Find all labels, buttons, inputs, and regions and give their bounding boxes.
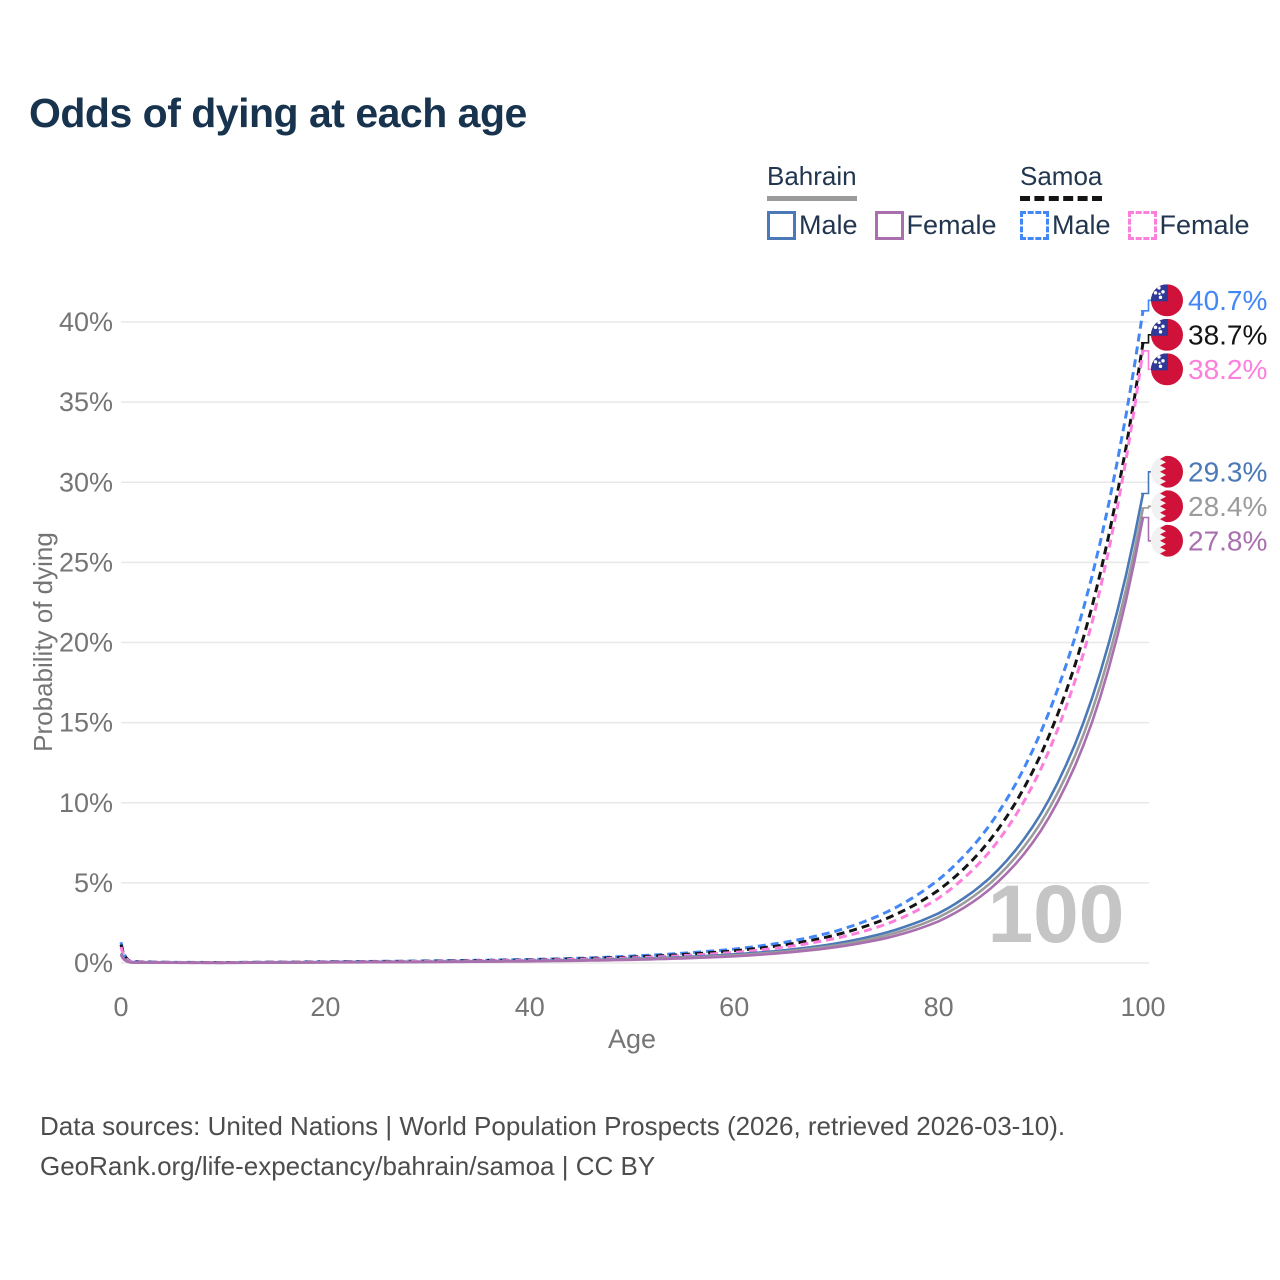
series-line-samoa-male[interactable]: [119, 310, 1145, 964]
end-label-value: 27.8%: [1188, 525, 1267, 556]
bahrain-flag-icon: [1151, 455, 1183, 488]
end-label-samoa-total[interactable]: 38.7%: [1141, 318, 1267, 351]
end-label-value: 38.2%: [1188, 354, 1267, 385]
end-label-bahrain-male[interactable]: 29.3%: [1141, 455, 1267, 495]
x-tick-label: 80: [924, 992, 954, 1022]
end-label-bahrain-female[interactable]: 27.8%: [1141, 516, 1267, 557]
end-label-value: 40.7%: [1188, 285, 1267, 316]
page-title: Odds of dying at each age: [29, 90, 527, 136]
footer-line-1: Data sources: United Nations | World Pop…: [40, 1111, 1066, 1141]
label-connector: [1141, 299, 1151, 312]
legend-label-samoa-male: Male: [1052, 210, 1111, 240]
end-label-samoa-female[interactable]: 38.2%: [1141, 350, 1267, 386]
samoa-flag-icon: [1151, 353, 1183, 386]
legend-label-bahrain-female: Female: [906, 210, 997, 240]
bahrain-flag-icon: [1151, 490, 1183, 523]
legend-item-samoa-male[interactable]: Male: [1020, 210, 1111, 241]
end-label-bahrain-total[interactable]: 28.4%: [1141, 490, 1267, 523]
label-connector: [1141, 350, 1151, 371]
legend-swatch-bahrain-female: [874, 211, 904, 240]
bahrain-flag-icon: [1151, 524, 1183, 557]
label-connector: [1141, 471, 1151, 495]
x-tick-label: 0: [113, 992, 128, 1022]
y-tick-label: 35%: [59, 387, 113, 417]
legend-swatch-bahrain-male: [767, 211, 796, 240]
legend-swatch-samoa-female: [1127, 211, 1157, 240]
legend-row-bahrain: Male Female: [767, 210, 997, 241]
legend-item-bahrain-male[interactable]: Male: [767, 210, 858, 241]
legend-item-bahrain-female[interactable]: Female: [874, 210, 997, 241]
legend-row-samoa: Male Female: [1020, 210, 1250, 241]
y-tick-label: 0%: [74, 948, 113, 978]
end-label-value: 28.4%: [1188, 491, 1267, 522]
y-tick-label: 40%: [59, 307, 113, 337]
legend-group-bahrain: Bahrain Male Female: [767, 161, 997, 241]
label-connector: [1141, 505, 1151, 509]
end-label-value: 38.7%: [1188, 319, 1267, 350]
y-axis-title: Probability of dying: [28, 532, 58, 752]
data-source-footer: Data sources: United Nations | World Pop…: [40, 1106, 1065, 1186]
y-tick-label: 25%: [59, 547, 113, 577]
legend-country-bahrain[interactable]: Bahrain: [767, 161, 857, 201]
legend-country-samoa[interactable]: Samoa: [1020, 161, 1103, 201]
x-tick-label: 60: [719, 992, 749, 1022]
x-tick-label: 20: [310, 992, 340, 1022]
legend-item-samoa-female[interactable]: Female: [1127, 210, 1250, 241]
label-connector: [1141, 516, 1151, 542]
samoa-flag-icon: [1151, 318, 1183, 351]
legend-group-samoa: Samoa Male Female: [1020, 161, 1250, 241]
footer-line-2: GeoRank.org/life-expectancy/bahrain/samo…: [40, 1151, 656, 1181]
y-tick-label: 5%: [74, 868, 113, 898]
label-connector: [1141, 334, 1151, 344]
y-tick-label: 15%: [59, 708, 113, 738]
x-tick-label: 40: [515, 992, 545, 1022]
end-label-value: 29.3%: [1188, 456, 1267, 487]
age-watermark: 100: [988, 869, 1125, 960]
samoa-flag-icon: [1151, 284, 1183, 317]
x-tick-label: 100: [1120, 992, 1165, 1022]
legend-label-bahrain-male: Male: [799, 210, 858, 240]
y-tick-label: 20%: [59, 628, 113, 658]
series-line-bahrain-female[interactable]: [119, 517, 1145, 965]
legend-label-samoa-female: Female: [1159, 210, 1250, 240]
legend-swatch-samoa-male: [1020, 211, 1049, 240]
y-tick-label: 10%: [59, 788, 113, 818]
x-axis-title: Age: [608, 1024, 656, 1054]
end-label-samoa-male[interactable]: 40.7%: [1141, 284, 1267, 317]
gridlines: 0% 5% 10% 15% 20% 25% 30% 35% 40%: [59, 307, 1149, 978]
y-tick-label: 30%: [59, 467, 113, 497]
